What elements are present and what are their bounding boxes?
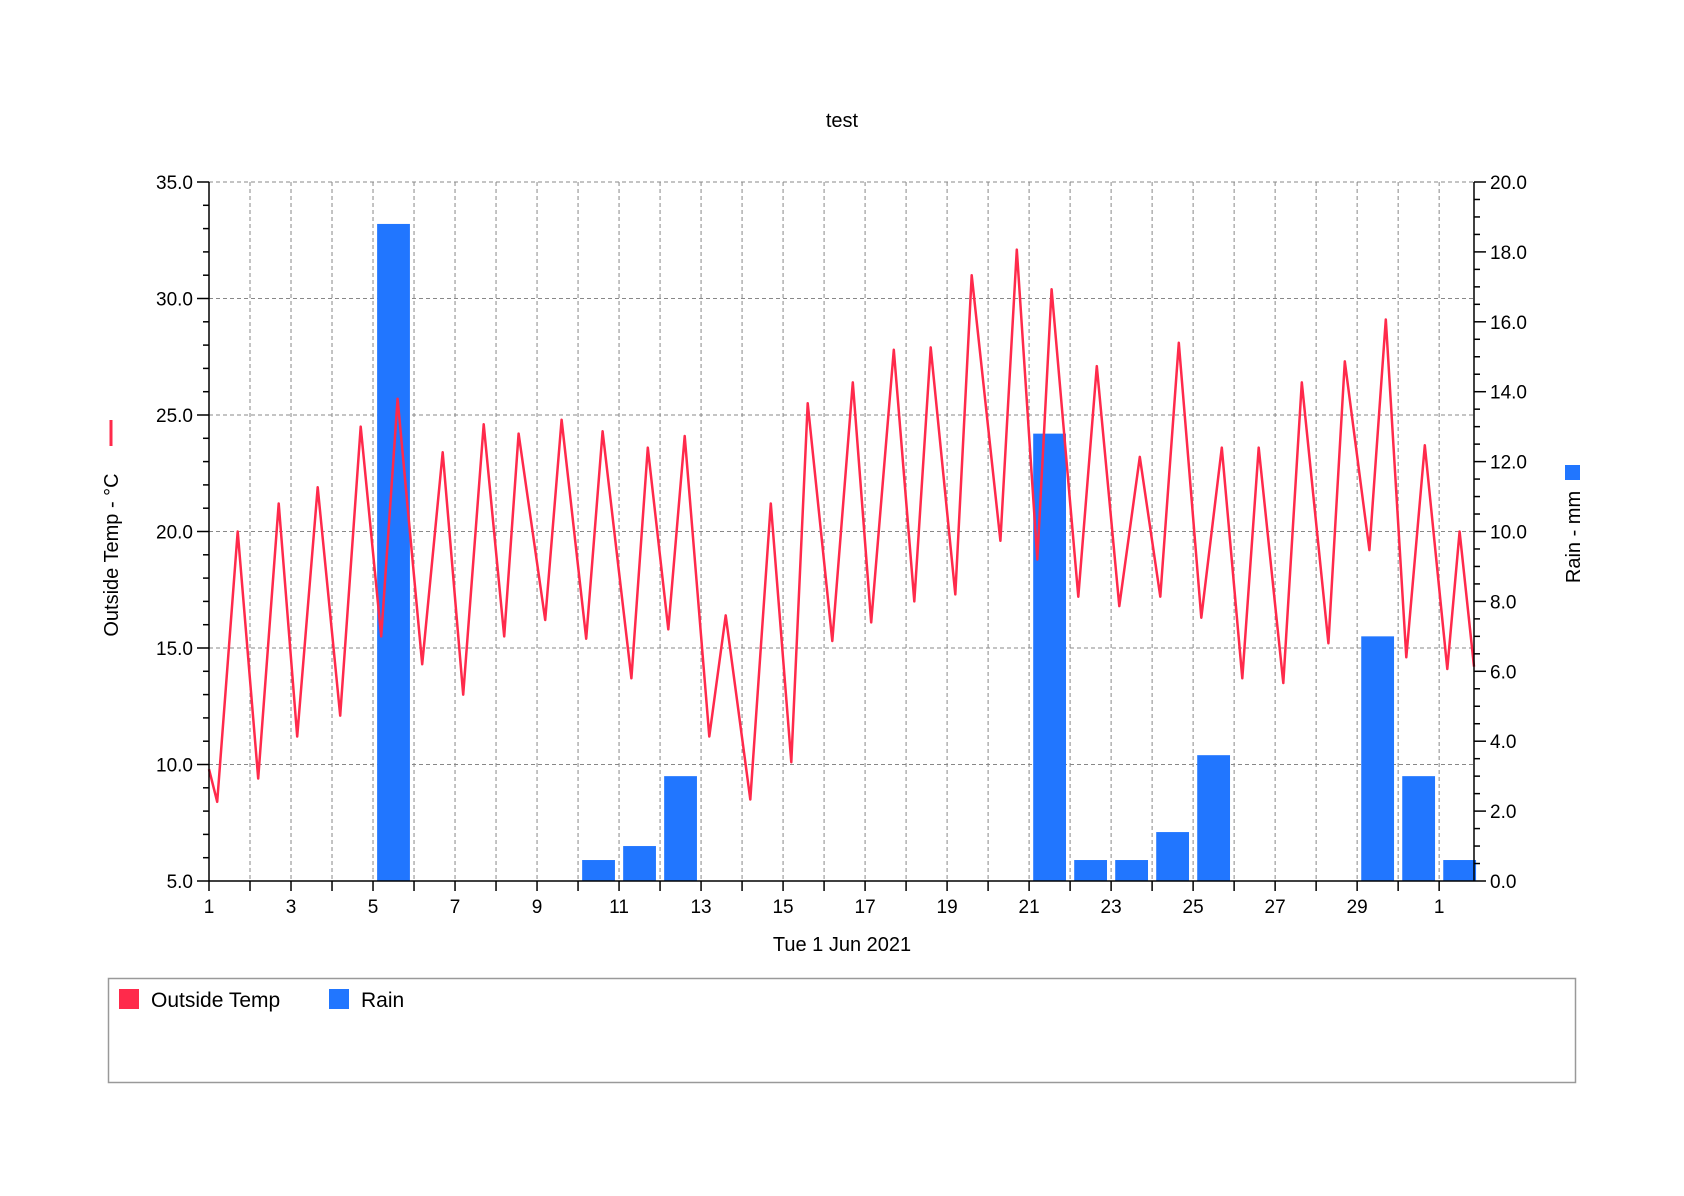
y-axis-right-label: Rain - mm <box>1563 491 1585 583</box>
rain-bar <box>623 846 656 881</box>
legend-swatch-rain <box>329 989 349 1009</box>
y-right-tick-label: 4.0 <box>1490 732 1516 753</box>
x-tick-label: 9 <box>532 897 543 918</box>
y-right-tick-label: 14.0 <box>1490 383 1527 404</box>
rain-bars <box>377 223 1477 881</box>
x-tick-label: 29 <box>1347 897 1368 918</box>
x-tick-label: 5 <box>368 897 379 918</box>
y-right-tick-label: 18.0 <box>1490 243 1527 264</box>
y-right-tick-label: 16.0 <box>1490 313 1527 334</box>
y-right-tick-label: 20.0 <box>1490 173 1527 194</box>
x-tick-label: 13 <box>690 897 711 918</box>
y-right-tick-label: 6.0 <box>1490 662 1516 683</box>
y-right-tick-label: 8.0 <box>1490 592 1516 613</box>
rain-bar <box>1361 636 1395 881</box>
legend-label-rain: Rain <box>361 989 404 1012</box>
y-right-tick-label: 12.0 <box>1490 453 1527 474</box>
x-tick-label: 3 <box>286 897 297 918</box>
x-tick-label: 7 <box>450 897 461 918</box>
y-left-tick-label: 30.0 <box>156 290 193 311</box>
legend-item-rain: Rain <box>329 989 404 1012</box>
y-left-tick-label: 10.0 <box>156 756 193 777</box>
x-tick-label: 15 <box>772 897 793 918</box>
x-tick-label: 23 <box>1101 897 1122 918</box>
y-right-tick-label: 10.0 <box>1490 523 1527 544</box>
x-tick-label: 1 <box>1434 897 1445 918</box>
x-tick-label: 27 <box>1265 897 1286 918</box>
y-left-tick-label: 15.0 <box>156 639 193 660</box>
y-right-tick-label: 0.0 <box>1490 872 1516 893</box>
temp-line <box>207 248 1476 804</box>
y-left-tick-label: 20.0 <box>156 523 193 544</box>
legend-label-temp: Outside Temp <box>151 989 280 1012</box>
legend-box <box>107 977 1577 1084</box>
rain-axis-swatch <box>1565 465 1580 480</box>
x-axis-label: Tue 1 Jun 2021 <box>773 934 911 956</box>
legend-item-outside-temp: Outside Temp <box>119 989 280 1012</box>
rain-bar <box>1156 832 1190 881</box>
rain-bar <box>1402 776 1436 881</box>
x-tick-label: 19 <box>937 897 958 918</box>
x-tick-label: 11 <box>609 897 629 918</box>
rain-bar <box>1074 860 1108 881</box>
axes: 1 3 5 7 9 11 13 15 17 19 21 23 25 27 29 15.010.015.020.… <box>156 173 1527 918</box>
x-tick-label: 25 <box>1183 897 1204 918</box>
y-axis-left-label: Outside Temp - °C <box>101 473 123 636</box>
rain-bar <box>1033 433 1067 881</box>
y-left-tick-label: 35.0 <box>156 173 193 194</box>
y-left-tick-label: 25.0 <box>156 406 193 427</box>
rain-bar <box>1115 860 1149 881</box>
legend-swatch-temp <box>119 989 139 1009</box>
rain-bar <box>1197 755 1231 881</box>
rain-bar <box>377 223 410 881</box>
rain-bar <box>664 776 697 881</box>
y-right-tick-label: 2.0 <box>1490 802 1516 823</box>
rain-bar <box>1443 860 1477 881</box>
x-tick-label: 17 <box>855 897 876 918</box>
chart-title: test <box>826 110 859 132</box>
x-tick-label: 1 <box>204 897 215 918</box>
x-tick-label: 21 <box>1019 897 1040 918</box>
rain-bar <box>582 860 615 881</box>
y-left-tick-label: 5.0 <box>167 872 193 893</box>
